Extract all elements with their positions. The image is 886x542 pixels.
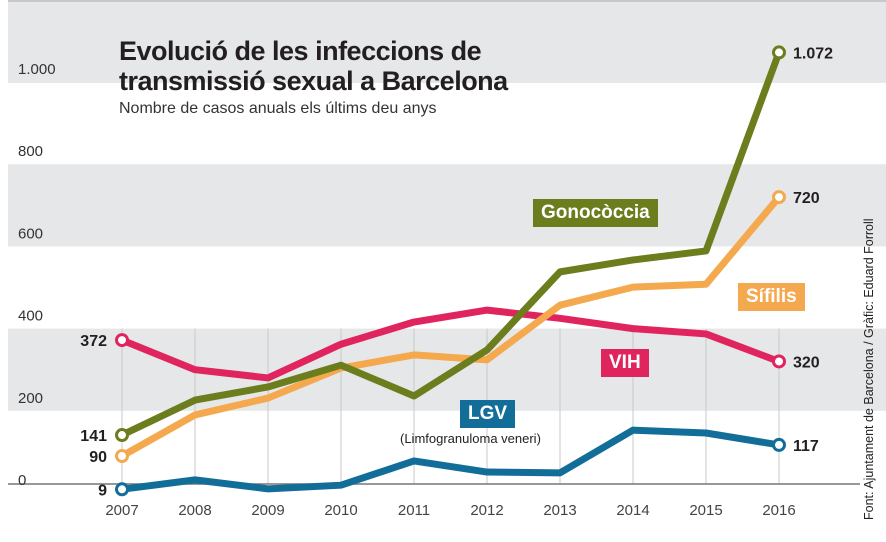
grid-band <box>8 164 886 247</box>
data-point-marker <box>115 449 129 464</box>
data-label-end: 117 <box>793 438 819 455</box>
grid-band <box>8 0 886 83</box>
title-line-2: transmissió sexual a Barcelona <box>119 66 508 96</box>
x-tick-label: 2009 <box>251 502 284 519</box>
data-point-marker <box>772 354 786 369</box>
series-sífilis: 90 720 <box>89 190 820 466</box>
data-label-end: 720 <box>793 190 820 207</box>
legend-note-lgv: (Limfogranuloma veneri) <box>400 431 541 446</box>
data-point-marker <box>115 482 129 497</box>
y-tick-label: 800 <box>18 143 43 160</box>
chart-subtitle: Nombre de casos anuals els últims deu an… <box>119 100 437 117</box>
y-tick-label: 1.000 <box>18 61 56 78</box>
legend-label-lgv: LGV <box>460 400 516 428</box>
series-line <box>121 426 780 493</box>
x-tick-label: 2012 <box>470 502 503 519</box>
x-tick-label: 2008 <box>178 502 211 519</box>
x-tick-label: 2013 <box>543 502 576 519</box>
series-line <box>120 306 781 382</box>
data-point-marker <box>772 45 786 60</box>
data-label-start: 141 <box>80 428 107 445</box>
x-tick-label: 2010 <box>324 502 357 519</box>
grid-band <box>8 328 886 411</box>
series-line <box>120 51 783 439</box>
source-credit: Font: Ajuntament de Barcelona / Gràfic: … <box>862 218 876 520</box>
series-lgv: 9 117 <box>98 426 819 499</box>
legend-label-sifilis: Sífilis <box>738 283 805 311</box>
legend-label-gonococcia: Gonocòccia <box>533 199 658 227</box>
x-tick-label: 2011 <box>398 502 430 519</box>
y-tick-label: 0 <box>18 472 26 489</box>
y-tick-label: 200 <box>18 390 43 407</box>
y-tick-label: 400 <box>18 308 43 325</box>
data-label-start: 90 <box>89 449 107 466</box>
x-tick-label: 2014 <box>616 502 649 519</box>
data-point-marker <box>115 428 129 443</box>
x-tick-label: 2007 <box>105 502 138 519</box>
chart-title: Evolució de les infeccions de transmissi… <box>119 36 508 96</box>
data-label-start: 372 <box>80 333 107 350</box>
data-point-marker <box>772 437 786 452</box>
data-label-end: 320 <box>793 354 820 371</box>
series-line <box>120 194 782 460</box>
data-point-marker <box>772 190 786 205</box>
data-label-end: 1.072 <box>793 45 833 62</box>
data-point-marker <box>115 333 129 348</box>
legend-label-vih: VIH <box>601 349 649 377</box>
title-line-1: Evolució de les infeccions de <box>119 36 482 66</box>
series-vih: 372 320 <box>80 306 820 382</box>
x-tick-label: 2016 <box>762 502 795 519</box>
series-gonocòccia: 141 1.072 <box>80 45 833 445</box>
data-label-start: 9 <box>98 482 107 499</box>
y-tick-label: 600 <box>18 225 43 242</box>
x-tick-label: 2015 <box>689 502 722 519</box>
